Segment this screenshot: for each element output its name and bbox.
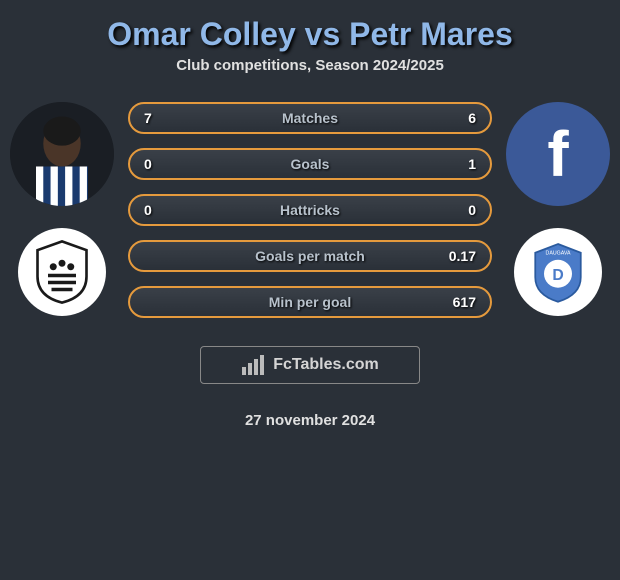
stat-left-value: 0 — [144, 202, 176, 218]
svg-text:DAUGAVA: DAUGAVA — [546, 251, 571, 257]
stat-label: Min per goal — [269, 294, 351, 310]
stat-right-value: 1 — [444, 156, 476, 172]
left-column — [8, 102, 116, 316]
player1-portrait-icon — [10, 102, 114, 206]
comparison-subtitle: Club competitions, Season 2024/2025 — [0, 57, 620, 74]
stat-right-value: 0.17 — [444, 248, 476, 264]
club1-crest-icon — [27, 237, 97, 307]
stat-left-value: 0 — [144, 156, 176, 172]
club2-crest-icon: D DAUGAVA — [523, 237, 593, 307]
facebook-icon[interactable]: f — [506, 102, 610, 206]
stat-label: Goals — [291, 156, 330, 172]
stat-right-value: 617 — [444, 294, 476, 310]
svg-text:D: D — [552, 267, 563, 284]
comparison-title: Omar Colley vs Petr Mares — [0, 0, 620, 57]
stat-label: Hattricks — [280, 202, 340, 218]
stats-column: 7 Matches 6 0 Goals 1 0 Hattricks 0 Goal… — [116, 102, 504, 429]
stat-left-value: 7 — [144, 110, 176, 126]
stat-row: 0 Goals 1 — [128, 148, 492, 180]
stat-row: Min per goal 617 — [128, 286, 492, 318]
branding-text: FcTables.com — [273, 356, 379, 374]
club2-badge: D DAUGAVA — [514, 228, 602, 316]
comparison-date: 27 november 2024 — [245, 412, 375, 429]
stat-right-value: 6 — [444, 110, 476, 126]
comparison-content: 7 Matches 6 0 Goals 1 0 Hattricks 0 Goal… — [0, 102, 620, 429]
stat-row: Goals per match 0.17 — [128, 240, 492, 272]
stat-row: 7 Matches 6 — [128, 102, 492, 134]
chart-icon — [241, 355, 265, 375]
branding-badge: FcTables.com — [200, 346, 420, 384]
stat-right-value: 0 — [444, 202, 476, 218]
club1-badge — [18, 228, 106, 316]
right-column: f D DAUGAVA — [504, 102, 612, 316]
stat-row: 0 Hattricks 0 — [128, 194, 492, 226]
stat-label: Goals per match — [255, 248, 365, 264]
player1-avatar — [10, 102, 114, 206]
stat-label: Matches — [282, 110, 338, 126]
